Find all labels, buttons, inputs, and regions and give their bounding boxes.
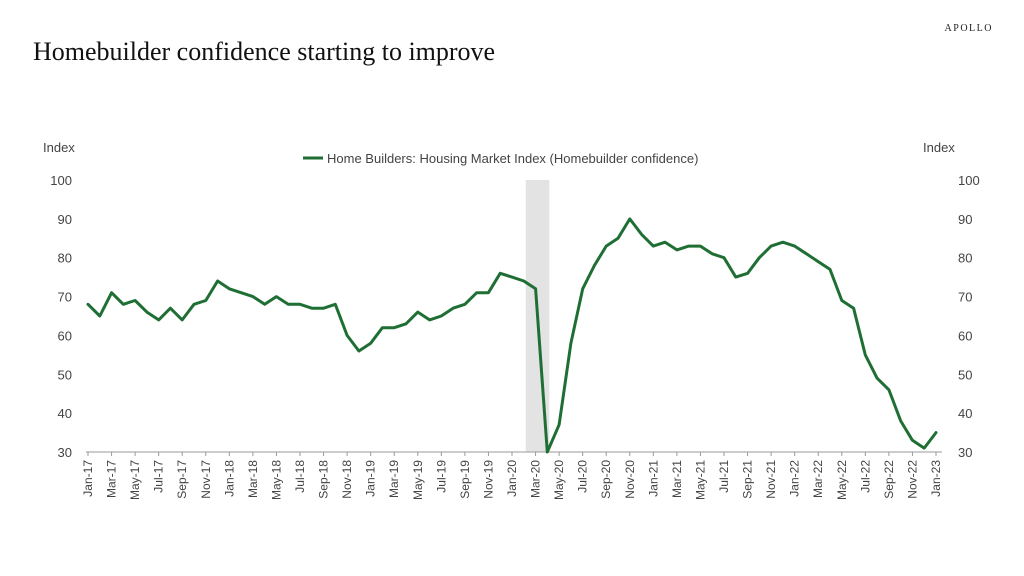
x-tick-label: May-22 xyxy=(835,460,849,500)
x-tick-label: Jul-21 xyxy=(717,460,731,493)
x-tick-label: May-21 xyxy=(693,460,707,500)
x-tick-label: Sep-21 xyxy=(741,460,755,499)
series-layer xyxy=(86,217,938,454)
y-ticks-left: 30 40 50 60 70 80 90 100 xyxy=(50,173,72,460)
x-tick-label: Jan-17 xyxy=(81,460,95,497)
x-tick-label: Nov-18 xyxy=(340,460,354,499)
x-tick-label: Jul-22 xyxy=(858,460,872,493)
y-tick-label-left: 50 xyxy=(58,367,72,382)
chart-title: Homebuilder confidence starting to impro… xyxy=(33,37,496,66)
y-tick-label-left: 30 xyxy=(58,445,72,460)
y-tick-label-left: 70 xyxy=(58,290,72,305)
x-tick-label: May-18 xyxy=(269,460,283,500)
x-tick-label: Nov-17 xyxy=(199,460,213,499)
x-tick-label: Jan-19 xyxy=(364,460,378,497)
legend-label: Home Builders: Housing Market Index (Hom… xyxy=(327,151,698,166)
x-tick-label: Jul-19 xyxy=(434,460,448,493)
y-tick-label-right: 80 xyxy=(958,251,972,266)
y-axis-label-left: Index xyxy=(43,140,75,155)
x-tick-label: Mar-19 xyxy=(387,460,401,498)
x-tick-label: Mar-17 xyxy=(105,460,119,498)
y-tick-label-right: 100 xyxy=(958,173,980,188)
x-tick-label: Nov-20 xyxy=(623,460,637,499)
y-tick-label-left: 90 xyxy=(58,212,72,227)
y-ticks-right: 30 40 50 60 70 80 90 100 xyxy=(958,173,980,460)
x-tick-label: Jan-22 xyxy=(788,460,802,497)
legend: Home Builders: Housing Market Index (Hom… xyxy=(303,151,698,166)
x-tick-label: Jan-18 xyxy=(222,460,236,497)
x-tick-label: Sep-19 xyxy=(458,460,472,499)
x-ticks: Jan-17 Mar-17 May-17 Jul-17 Sep-17 Nov-17 Jan-… xyxy=(81,460,943,500)
y-tick-label-left: 80 xyxy=(58,251,72,266)
x-tick-label: Mar-18 xyxy=(246,460,260,498)
x-tick-label: Nov-22 xyxy=(905,460,919,499)
x-tick-label: Jul-18 xyxy=(293,460,307,493)
x-tick-label: Sep-20 xyxy=(599,460,613,499)
x-tick-label: Jul-17 xyxy=(152,460,166,493)
axis-layer xyxy=(86,451,942,456)
x-tick-label: May-19 xyxy=(411,460,425,500)
y-axis-label-right: Index xyxy=(923,140,955,155)
y-tick-label-left: 40 xyxy=(58,406,72,421)
x-tick-label: May-17 xyxy=(128,460,142,500)
x-tick-label: Sep-22 xyxy=(882,460,896,499)
y-tick-label-left: 60 xyxy=(58,328,72,343)
y-tick-label-left: 100 xyxy=(50,173,72,188)
series-line-housing-market-index xyxy=(86,217,938,454)
x-tick-label: Jul-20 xyxy=(576,460,590,493)
x-tick-label: Nov-19 xyxy=(481,460,495,499)
y-tick-label-right: 30 xyxy=(958,445,972,460)
y-tick-label-right: 40 xyxy=(958,406,972,421)
x-tick-label: Sep-17 xyxy=(175,460,189,499)
x-tick-label: Sep-18 xyxy=(317,460,331,499)
y-tick-label-right: 90 xyxy=(958,212,972,227)
x-tick-label: May-20 xyxy=(552,460,566,500)
x-tick-label: Jan-20 xyxy=(505,460,519,497)
y-tick-label-right: 50 xyxy=(958,367,972,382)
x-tick-label: Mar-20 xyxy=(529,460,543,498)
x-tick-label: Jan-21 xyxy=(646,460,660,497)
x-tick-label: Jan-23 xyxy=(929,460,943,497)
y-tick-label-right: 60 xyxy=(958,328,972,343)
x-tick-label: Mar-21 xyxy=(670,460,684,498)
x-tick-label: Mar-22 xyxy=(811,460,825,498)
y-tick-label-right: 70 xyxy=(958,290,972,305)
x-tick-label: Nov-21 xyxy=(764,460,778,499)
brand-logo: APOLLO xyxy=(944,23,993,34)
